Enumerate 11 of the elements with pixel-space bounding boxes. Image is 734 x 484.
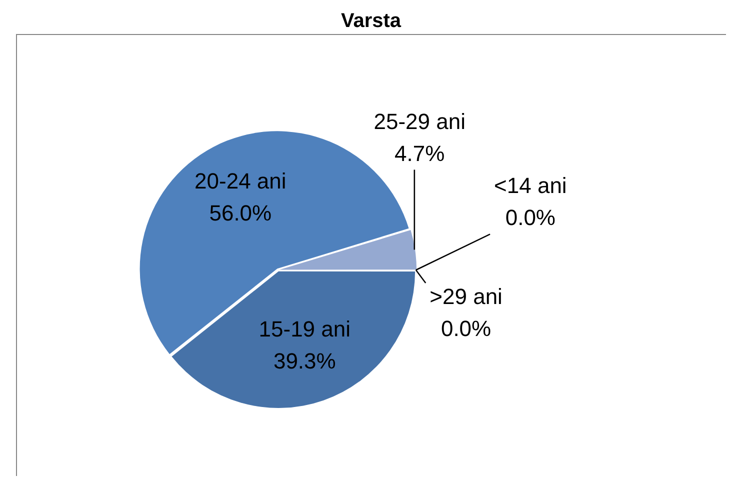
slice-label: 20-24 ani	[194, 168, 286, 194]
slice-label: 15-19 ani	[258, 316, 351, 342]
text: 0.0%	[505, 205, 556, 230]
data-label: 4.7%	[394, 140, 445, 166]
chart-title: Varsta	[340, 9, 402, 34]
category-label: <14 ani	[494, 173, 567, 198]
legend-label: >29 ani	[430, 284, 502, 310]
data-label: 39.3%	[273, 348, 336, 374]
data-label: 56.0%	[209, 200, 272, 226]
text: 0.0%	[440, 316, 492, 342]
slice-label: 25-29 ani	[374, 108, 466, 134]
